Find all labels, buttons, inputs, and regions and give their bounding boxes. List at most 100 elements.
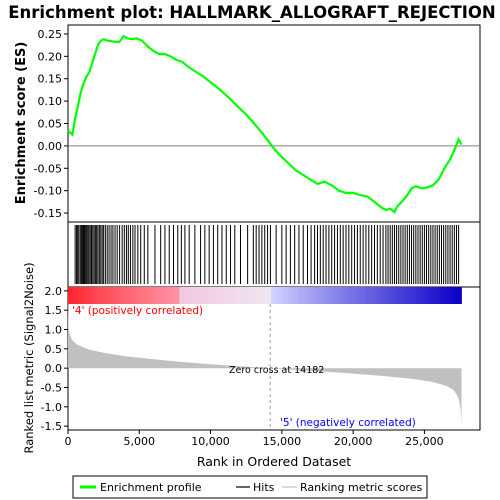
heatmap-cell: [376, 287, 380, 304]
x-tick-label: 20,000: [334, 435, 373, 448]
ranked-metric-panel: [68, 294, 462, 430]
heatmap-cell: [245, 287, 249, 304]
legend-hits-label: Hits: [253, 481, 275, 494]
heatmap-cell: [359, 287, 364, 304]
heatmap-cell: [202, 287, 207, 304]
heatmap-cell: [179, 287, 184, 304]
heatmap-cell: [369, 287, 374, 304]
heatmap-cell: [454, 287, 459, 304]
ranked-y-tick-label: -1.0: [41, 401, 62, 414]
heatmap-cell: [231, 287, 236, 304]
heatmap-cell: [258, 287, 262, 304]
heatmap-cell: [261, 287, 266, 304]
heatmap-cell: [189, 287, 193, 304]
heatmap-cell: [153, 287, 157, 304]
x-tick-label: 0: [65, 435, 72, 448]
heatmap-cell: [205, 287, 210, 304]
es-y-tick-label: -0.10: [34, 185, 62, 198]
x-tick-label: 25,000: [405, 435, 444, 448]
es-y-tick-label: 0.00: [38, 140, 63, 153]
heatmap-cell: [159, 287, 164, 304]
heatmap-cell: [379, 287, 384, 304]
legend-ranking-label: Ranking metric scores: [300, 481, 422, 494]
ranked-y-tick-label: 1.5: [45, 304, 63, 317]
heatmap-cell: [254, 287, 259, 304]
heatmap-cell: [435, 287, 439, 304]
heatmap-cell: [392, 287, 397, 304]
heatmap-cell: [264, 287, 269, 304]
heatmap-cell: [448, 287, 453, 304]
heatmap-cell: [340, 287, 344, 304]
es-panel-frame: [67, 24, 481, 223]
heatmap-cell: [310, 287, 315, 304]
heatmap-cell: [438, 287, 443, 304]
es-y-tick-label: 0.20: [38, 50, 63, 63]
heatmap-cell: [110, 287, 115, 304]
heatmap-cell: [349, 287, 354, 304]
heatmap-cell: [336, 287, 341, 304]
heatmap-cell: [163, 287, 167, 304]
heatmap-cell: [169, 287, 174, 304]
heatmap-cell: [143, 287, 148, 304]
zero-cross-label: Zero cross at 14182: [229, 365, 324, 376]
heatmap-cell: [94, 287, 98, 304]
enrichment-profile-line: [67, 34, 463, 214]
heatmap-cell: [389, 287, 394, 304]
heatmap-cell: [81, 287, 85, 304]
heatmap-cell: [297, 287, 302, 304]
negative-correlation-label: '5' (negatively correlated): [280, 417, 416, 429]
heatmap-cell: [235, 287, 239, 304]
heatmap-cell: [195, 287, 200, 304]
heatmap-cell: [323, 287, 328, 304]
heatmap-cell: [271, 287, 275, 304]
heatmap-cell: [215, 287, 220, 304]
heatmap-cell: [313, 287, 318, 304]
heatmap-cell: [87, 287, 92, 304]
es-y-tick-label: 0.25: [38, 28, 63, 41]
ranked-y-tick-label: -0.5: [41, 381, 62, 394]
heatmap-cell: [327, 287, 331, 304]
heatmap-cell: [208, 287, 213, 304]
heatmap-cell: [133, 287, 138, 304]
heatmap-cell: [284, 287, 289, 304]
heatmap-cell: [222, 287, 226, 304]
heatmap-cell: [71, 287, 75, 304]
heatmap-cell: [382, 287, 387, 304]
heatmap-cell: [107, 287, 112, 304]
heatmap-cell: [445, 287, 449, 304]
heatmap-cell: [409, 287, 413, 304]
heatmap-cell: [166, 287, 171, 304]
heatmap-cell: [405, 287, 410, 304]
heatmap-cell: [441, 287, 446, 304]
heatmap-cell: [100, 287, 105, 304]
heatmap-cell: [176, 287, 180, 304]
x-tick-label: 10,000: [191, 435, 230, 448]
es-panel: [67, 34, 480, 214]
heatmap-cell: [68, 287, 72, 304]
heatmap-cell: [317, 287, 321, 304]
heatmap-cell: [140, 287, 144, 304]
heatmap-cell: [104, 287, 108, 304]
es-y-tick-label: 0.15: [38, 73, 63, 86]
ranking-heatmap-bar: [68, 287, 462, 304]
heatmap-cell: [172, 287, 177, 304]
heatmap-cell: [366, 287, 371, 304]
heatmap-cell: [136, 287, 141, 304]
heatmap-cell: [90, 287, 95, 304]
heatmap-cell: [182, 287, 187, 304]
heatmap-cell: [149, 287, 154, 304]
heatmap-cell: [363, 287, 367, 304]
heatmap-cell: [218, 287, 223, 304]
es-y-tick-label: -0.05: [34, 162, 62, 175]
heatmap-cell: [290, 287, 295, 304]
heatmap-cell: [399, 287, 403, 304]
heatmap-cell: [451, 287, 456, 304]
heatmap-cell: [320, 287, 325, 304]
heatmap-cell: [281, 287, 285, 304]
heatmap-cell: [146, 287, 151, 304]
heatmap-cell: [395, 287, 400, 304]
es-y-tick-label: -0.15: [34, 207, 62, 220]
ranked-y-tick-label: -1.5: [41, 420, 62, 433]
heatmap-cell: [127, 287, 131, 304]
